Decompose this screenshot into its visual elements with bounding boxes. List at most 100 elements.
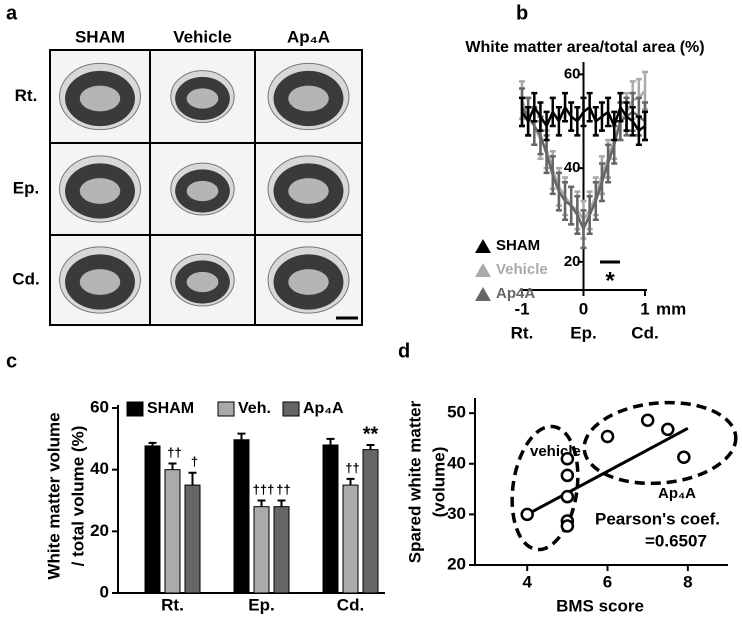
annotation: * <box>605 267 615 294</box>
y-tick-label: 60 <box>90 397 109 416</box>
x-axis-label: BMS score <box>556 596 644 615</box>
legend-label: SHAM <box>496 237 540 254</box>
point <box>560 451 575 466</box>
point <box>560 519 575 533</box>
series-line <box>520 104 646 133</box>
x-tick-label: Ep. <box>248 595 274 614</box>
panel-label: c <box>6 350 17 372</box>
error-bar <box>188 471 197 486</box>
error-bar <box>148 441 157 446</box>
x-tick-label: Rt. <box>161 595 184 614</box>
gray-matter <box>288 178 329 204</box>
bar <box>273 506 290 594</box>
gray-matter <box>79 269 121 295</box>
bar <box>144 445 161 594</box>
legend-marker <box>475 239 491 253</box>
y-tick-label: 20 <box>564 253 581 270</box>
gray-matter <box>79 85 121 112</box>
gray-matter <box>186 180 219 202</box>
row-label: Cd. <box>12 269 39 288</box>
bar <box>233 439 250 594</box>
x-tick-label: -1 <box>514 299 529 318</box>
y-tick-label: 50 <box>447 403 466 422</box>
y-tick-label: 40 <box>447 453 466 472</box>
significance-label: † <box>191 454 198 469</box>
error-bar <box>277 499 286 507</box>
row-label: Ep. <box>13 178 39 197</box>
y-tick-label: 20 <box>447 554 466 573</box>
fit-line <box>526 427 689 516</box>
legend-label: Vehicle <box>496 261 548 278</box>
legend-marker <box>475 287 491 301</box>
point <box>520 507 534 522</box>
y-tick-label: 0 <box>100 582 109 601</box>
x-tick-label: 8 <box>683 572 692 591</box>
y-tick-label: 40 <box>564 159 581 176</box>
micrograph-cell <box>149 49 256 144</box>
bar <box>322 444 339 594</box>
point <box>640 413 655 428</box>
y-tick-label: 20 <box>90 521 109 540</box>
annotation: Pearson's coef. <box>595 509 720 528</box>
point <box>677 450 691 464</box>
bar <box>184 484 201 594</box>
column-header: Ap₄A <box>287 27 330 46</box>
gray-matter <box>288 85 329 112</box>
bar <box>342 484 359 594</box>
chart-title: White matter area/total area (%) <box>465 39 704 56</box>
point <box>600 429 615 444</box>
error-bar <box>346 477 355 486</box>
y-axis-label: / total volume (%) <box>68 426 87 567</box>
significance-label: ** <box>363 423 379 445</box>
x-region-label: Cd. <box>631 323 658 342</box>
significance-label: †† <box>276 482 290 497</box>
y-axis-label: (volume) <box>429 447 448 518</box>
gray-matter <box>288 269 329 295</box>
error-bar <box>257 499 266 507</box>
error-bar <box>168 462 177 470</box>
panel-label: d <box>398 340 410 362</box>
column-header: SHAM <box>75 27 125 46</box>
panel-label: a <box>6 2 18 24</box>
bar <box>164 469 181 594</box>
y-axis-label: Spared white matter <box>405 400 424 563</box>
bar <box>253 506 270 594</box>
point <box>560 489 575 504</box>
x-axis-label: mm <box>656 299 686 318</box>
y-tick-label: 40 <box>90 459 109 478</box>
legend-swatch <box>282 401 300 417</box>
x-tick-label: 6 <box>603 572 612 591</box>
legend-label: SHAM <box>147 400 194 417</box>
significance-label: ††† <box>253 482 275 497</box>
significance-label: †† <box>345 460 359 475</box>
x-region-label: Ep. <box>570 323 596 342</box>
bar <box>362 449 379 594</box>
annotation: =0.6507 <box>645 531 707 550</box>
legend-swatch <box>217 401 235 417</box>
group-label: Ap₄A <box>658 485 696 502</box>
y-tick-label: 30 <box>447 504 466 523</box>
group-ellipse <box>510 424 580 552</box>
significance-label: †† <box>167 445 181 460</box>
x-tick-label: Cd. <box>337 595 364 614</box>
error-bar <box>237 432 246 440</box>
legend-marker <box>475 263 491 277</box>
column-header: Vehicle <box>173 27 232 46</box>
group-ellipse <box>582 400 738 486</box>
x-region-label: Rt. <box>511 323 534 342</box>
error-bar <box>326 437 335 445</box>
y-axis-label: White matter volume <box>44 412 63 579</box>
series-line <box>520 106 646 233</box>
gray-matter <box>186 88 219 109</box>
panel-label: b <box>516 2 528 24</box>
legend-label: Ap₄A <box>303 400 344 417</box>
point <box>661 422 675 437</box>
point <box>560 468 575 483</box>
legend-label: Ap4A <box>496 285 535 302</box>
x-tick-label: 0 <box>579 299 588 318</box>
gray-matter <box>79 178 121 204</box>
gray-matter <box>186 271 219 293</box>
x-tick-label: 4 <box>522 572 532 591</box>
legend-swatch <box>126 401 144 417</box>
